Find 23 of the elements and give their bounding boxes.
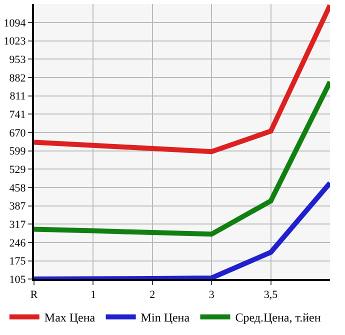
x-tick-label: R <box>30 289 38 302</box>
y-tick-label: 1023 <box>4 36 26 48</box>
x-tick-label: 3,5 <box>264 289 278 302</box>
legend-label: Сред.Цена, т.йен <box>235 310 322 325</box>
y-tick-label: 670 <box>9 127 26 140</box>
y-tick-label: 882 <box>9 72 26 84</box>
y-tick-label: 458 <box>9 182 26 194</box>
y-tick-label: 387 <box>9 200 26 213</box>
y-tick-label: 529 <box>9 164 26 176</box>
x-tick-label: 2 <box>150 289 156 302</box>
legend-label: Min Цена <box>140 310 190 325</box>
x-tick-label: 1 <box>90 289 96 302</box>
y-tick-label: 811 <box>10 90 26 103</box>
y-tick-label: 105 <box>9 274 26 286</box>
x-tick-label: 3 <box>208 289 215 302</box>
y-tick-label: 953 <box>9 54 26 66</box>
y-tick-label: 1094 <box>4 17 26 30</box>
y-tick-label: 175 <box>9 256 26 268</box>
y-tick-label: 599 <box>9 146 26 158</box>
y-tick-label: 317 <box>9 218 26 231</box>
y-tick-label: 741 <box>9 108 26 121</box>
y-tick-label: 246 <box>9 237 26 250</box>
legend-label: Max Цена <box>44 310 96 325</box>
